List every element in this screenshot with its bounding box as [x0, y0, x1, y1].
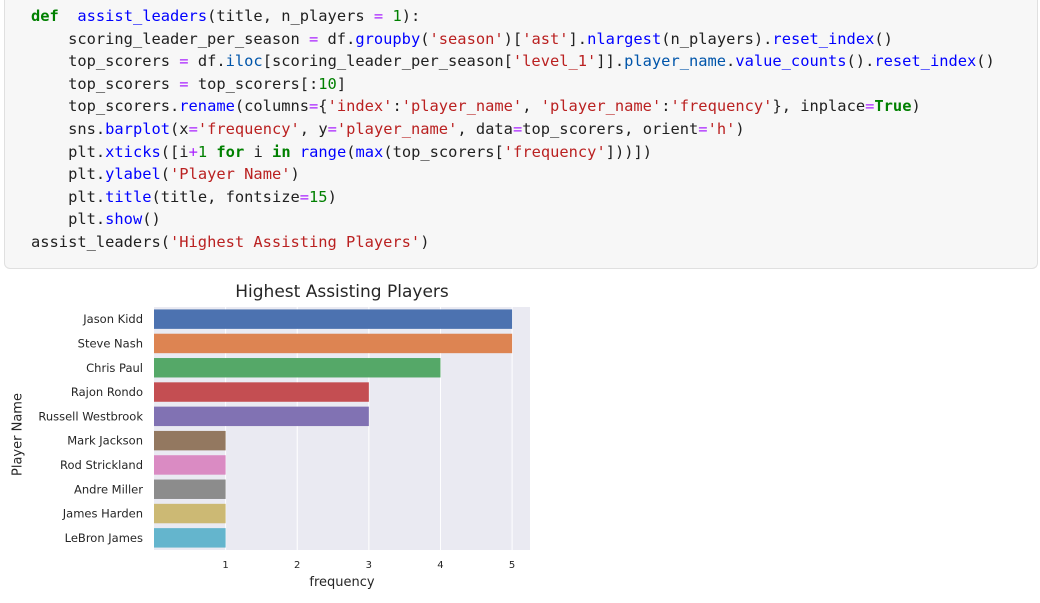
chart-title: Highest Assisting Players [235, 282, 449, 302]
y-tick-label: Russell Westbrook [38, 409, 143, 423]
bar [154, 406, 369, 427]
y-tick-label: Rod Strickland [60, 458, 143, 472]
y-tick-label: Jason Kidd [82, 312, 143, 326]
y-tick-label: Rajon Rondo [71, 385, 143, 399]
code-line[interactable]: plt.show() [31, 210, 161, 229]
y-tick-label: Steve Nash [78, 336, 143, 350]
bar [154, 455, 226, 475]
bar [154, 382, 369, 402]
code-line[interactable]: def assist_leaders(title, n_players = 1)… [31, 7, 421, 25]
bar [154, 358, 441, 378]
code-line[interactable]: plt.ylabel('Player Name') [31, 165, 300, 184]
code-line[interactable]: plt.xticks([i+1 for i in range(max(top_s… [31, 142, 653, 161]
x-axis-label: frequency [309, 575, 375, 590]
y-tick-label: Andre Miller [74, 482, 143, 496]
bar-plot: 1 2 3 4 5 Jason Kidd Steve Nash Chris Paul Rajon… [38, 307, 530, 571]
bar [154, 503, 226, 524]
code-line[interactable]: assist_leaders('Highest Assisting Player… [31, 232, 430, 251]
code-cell[interactable]: def assist_leaders(title, n_players = 1)… [4, 0, 1038, 269]
x-tick-label: 4 [437, 560, 443, 571]
y-tick-label: James Harden [62, 507, 143, 521]
x-tick-label: 5 [509, 560, 515, 571]
bar [154, 528, 226, 548]
code-line[interactable]: top_scorers.rename(columns={'index':'pla… [31, 97, 921, 116]
x-tick-label: 1 [222, 560, 228, 571]
code-line[interactable]: sns.barplot(x='frequency', y='player_nam… [31, 119, 745, 138]
code-line[interactable]: top_scorers = df.iloc[scoring_leader_per… [31, 52, 995, 71]
bar [154, 430, 226, 451]
x-tick-label: 3 [366, 560, 372, 571]
y-tick-label: Mark Jackson [67, 434, 143, 448]
code-line[interactable]: scoring_leader_per_season = df.groupby('… [31, 29, 893, 48]
y-tick-label: LeBron James [65, 531, 143, 545]
x-tick-label: 2 [294, 560, 300, 571]
chart: Highest Assisting Players Player Name fr… [0, 276, 540, 603]
bar [154, 333, 513, 354]
code-editor[interactable]: def assist_leaders(title, n_players = 1)… [31, 5, 995, 254]
bar [154, 479, 226, 499]
bar [154, 309, 513, 329]
code-line[interactable]: plt.title(title, fontsize=15) [31, 187, 337, 206]
y-tick-label: Chris Paul [86, 361, 143, 375]
code-line[interactable]: top_scorers = top_scorers[:10] [31, 74, 347, 93]
